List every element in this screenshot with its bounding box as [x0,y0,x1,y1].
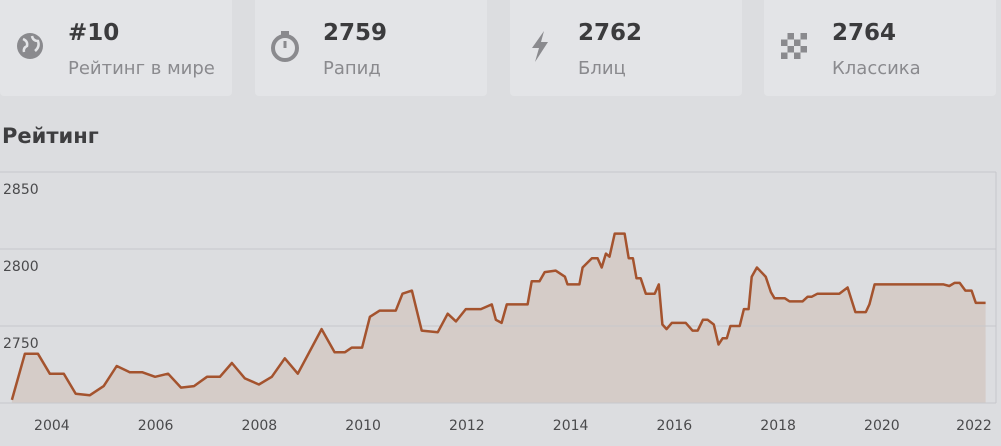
stat-card: #10 Рейтинг в мире [0,0,232,96]
globe-icon [17,33,43,59]
x-tick-label: 2010 [345,418,381,434]
rating-chart: 2750 2800 2850 2004 2006 2008 2010 2012 2014 2016… [0,171,997,434]
rating-line [10,232,986,401]
x-tick-label: 2008 [242,418,278,434]
y-tick-label: 2800 [3,259,39,275]
stat-value: 2762 [578,20,643,46]
stat-label: Рейтинг в мире [68,58,215,79]
stat-card: 2764 Классика [764,0,996,96]
stat-label: Блиц [578,58,626,79]
section-title: Рейтинг [2,124,99,148]
rating-area [11,233,986,403]
lightning-icon [532,31,548,62]
x-tick-label: 2016 [657,418,693,434]
y-tick-label: 2850 [3,182,39,198]
x-tick-label: 2014 [553,418,589,434]
x-tick-label: 2018 [760,418,796,434]
stat-card: 2762 Блиц [510,0,742,96]
stopwatch-icon [271,31,299,62]
y-tick-label: 2750 [3,336,39,352]
stat-label: Рапид [323,58,381,79]
stat-value: #10 [68,20,120,46]
x-tick-label: 2012 [449,418,485,434]
x-tick-label: 2004 [34,418,70,434]
x-tick-label: 2022 [956,418,992,434]
x-tick-label: 2020 [864,418,900,434]
stat-label: Классика [832,58,921,79]
stat-value: 2759 [323,20,388,46]
x-tick-label: 2006 [138,418,174,434]
stat-card: 2759 Рапид [255,0,487,96]
board-icon [781,33,807,59]
stat-value: 2764 [832,20,897,46]
